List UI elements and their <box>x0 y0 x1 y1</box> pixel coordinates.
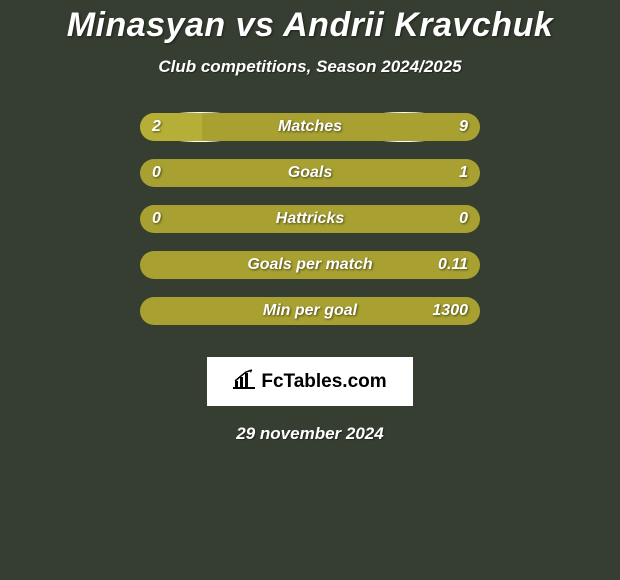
stat-bar-fill <box>140 113 202 141</box>
date-text: 29 november 2024 <box>236 424 383 444</box>
stat-bar: Goals per match 0.11 <box>140 251 480 279</box>
stat-label: Min per goal <box>263 302 357 320</box>
stat-label: Hattricks <box>276 210 344 228</box>
stat-value-left: 0 <box>152 210 161 228</box>
chart-container: Minasyan vs Andrii Kravchuk Club competi… <box>0 0 620 444</box>
stat-row: 2 Matches 9 <box>140 113 480 141</box>
stat-bar: 2 Matches 9 <box>140 113 480 141</box>
stat-row: Goals per match 0.11 <box>140 251 480 279</box>
brand-box[interactable]: FcTables.com <box>207 357 412 406</box>
stat-label: Goals per match <box>247 256 372 274</box>
page-subtitle: Club competitions, Season 2024/2025 <box>158 57 461 77</box>
stat-value-right: 1300 <box>432 302 468 320</box>
page-title: Minasyan vs Andrii Kravchuk <box>67 6 554 45</box>
stat-row: Min per goal 1300 <box>140 297 480 325</box>
stat-label: Matches <box>278 118 342 136</box>
stats-area: 2 Matches 9 0 Goals 1 0 Hattricks 0 Goals per mat… <box>140 113 480 343</box>
stat-value-left: 0 <box>152 164 161 182</box>
chart-icon <box>233 369 255 394</box>
stat-bar: Min per goal 1300 <box>140 297 480 325</box>
stat-value-right: 9 <box>459 118 468 136</box>
stat-row: 0 Hattricks 0 <box>140 205 480 233</box>
stat-value-right: 1 <box>459 164 468 182</box>
stat-bar: 0 Goals 1 <box>140 159 480 187</box>
stat-row: 0 Goals 1 <box>140 159 480 187</box>
stat-label: Goals <box>288 164 332 182</box>
stat-value-left: 2 <box>152 118 161 136</box>
brand-text: FcTables.com <box>261 371 386 393</box>
stat-bar: 0 Hattricks 0 <box>140 205 480 233</box>
stat-value-right: 0 <box>459 210 468 228</box>
stat-value-right: 0.11 <box>438 256 468 274</box>
